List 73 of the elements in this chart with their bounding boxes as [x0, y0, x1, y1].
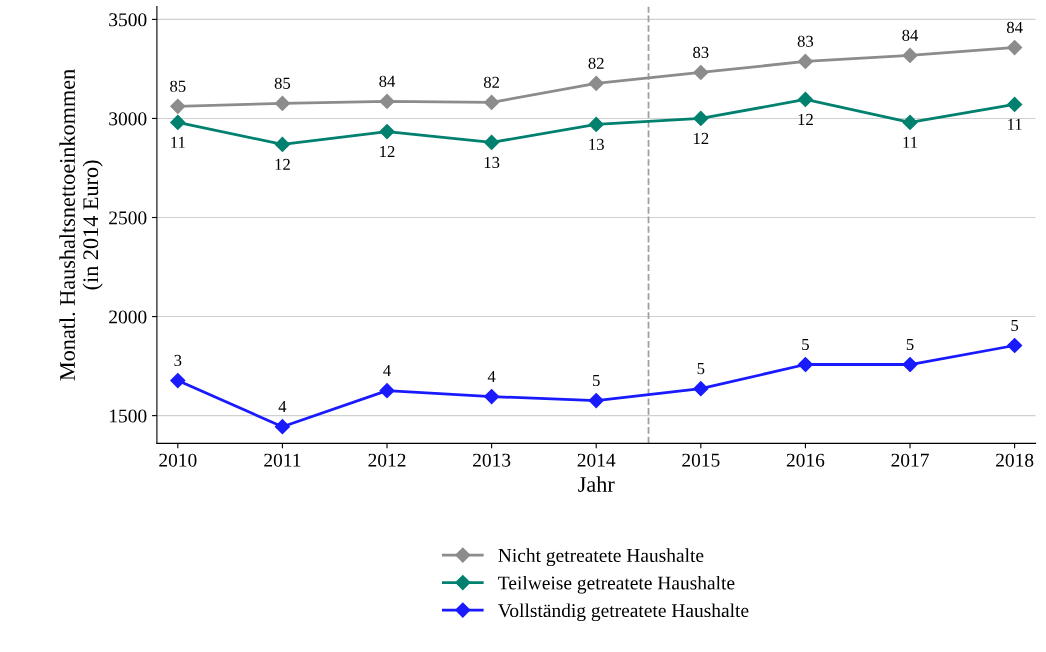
x-tick-label: 2011 [264, 453, 301, 467]
point [170, 114, 186, 130]
point [274, 95, 290, 111]
x-tick-label: 2015 [682, 453, 720, 467]
point [797, 356, 813, 373]
annotation: 82 [483, 76, 500, 88]
annotation: 12 [693, 132, 709, 144]
point [693, 381, 709, 397]
point [1007, 96, 1023, 112]
annotation: 11 [1008, 118, 1022, 130]
point [693, 110, 709, 127]
annotation: 85 [274, 77, 291, 89]
point [797, 91, 813, 108]
annotation: 5 [1011, 319, 1019, 331]
x-tick-label: 2014 [577, 453, 616, 467]
point [170, 98, 186, 114]
y-axis-title: Monatl. Haushaltsnettoeinkommen (in 2014 Euro) [59, 69, 103, 381]
point [693, 64, 709, 81]
annotation: 5 [802, 338, 809, 351]
y-tick-label: 2500 [109, 211, 147, 225]
point [902, 114, 918, 130]
y-tick-label: 1500 [110, 409, 147, 423]
point [902, 47, 918, 64]
annotation: 11 [903, 136, 918, 148]
annotation: 13 [589, 138, 604, 151]
annotation: 84 [379, 75, 396, 87]
point [274, 419, 290, 435]
legend-label: Vollständig getreatete Haushalte [498, 603, 749, 622]
y-tick-label: 3000 [109, 112, 147, 126]
annotation: 12 [380, 145, 395, 157]
annotation: 3 [174, 354, 182, 367]
point [588, 392, 604, 409]
x-tick-label: 2010 [159, 453, 197, 467]
point [588, 116, 604, 132]
x-tick-label: 2012 [368, 453, 406, 467]
point [484, 94, 500, 110]
legend-label: Teilweise getreatete Haushalte [498, 575, 735, 594]
annotation: 5 [906, 338, 914, 351]
x-tick-label: 2013 [473, 453, 511, 467]
point [902, 356, 918, 373]
annotation: 4 [278, 401, 287, 413]
legend-label: Nicht getreatete Haushalte [498, 548, 704, 567]
annotation: 84 [1006, 21, 1023, 34]
annotation: 83 [693, 46, 709, 58]
y-tick-label: 3500 [109, 13, 147, 27]
annotation: 5 [593, 374, 600, 387]
point [274, 136, 290, 152]
annotation: 13 [484, 156, 500, 169]
x-axis-title: Jahr [578, 476, 615, 492]
point [379, 123, 395, 140]
point [1007, 337, 1023, 354]
annotation: 11 [171, 136, 185, 148]
annotation: 82 [588, 57, 604, 69]
point [379, 383, 395, 399]
point [379, 93, 395, 109]
point [484, 389, 500, 405]
point [588, 75, 604, 91]
y-tick-label: 2000 [109, 310, 147, 324]
point [170, 372, 186, 389]
x-tick-label: 2016 [786, 453, 825, 467]
annotation: 5 [697, 363, 705, 375]
annotation: 85 [170, 80, 186, 92]
point [484, 134, 500, 150]
annotation: 12 [798, 113, 813, 125]
annotation: 83 [797, 35, 814, 47]
annotation: 12 [275, 158, 290, 170]
x-tick-label: 2018 [996, 453, 1034, 467]
x-tick-label: 2017 [891, 453, 929, 467]
annotation: 84 [902, 29, 919, 41]
point [797, 53, 813, 69]
annotation: 4 [487, 370, 496, 382]
point [1007, 39, 1023, 56]
annotation: 4 [383, 365, 391, 376]
